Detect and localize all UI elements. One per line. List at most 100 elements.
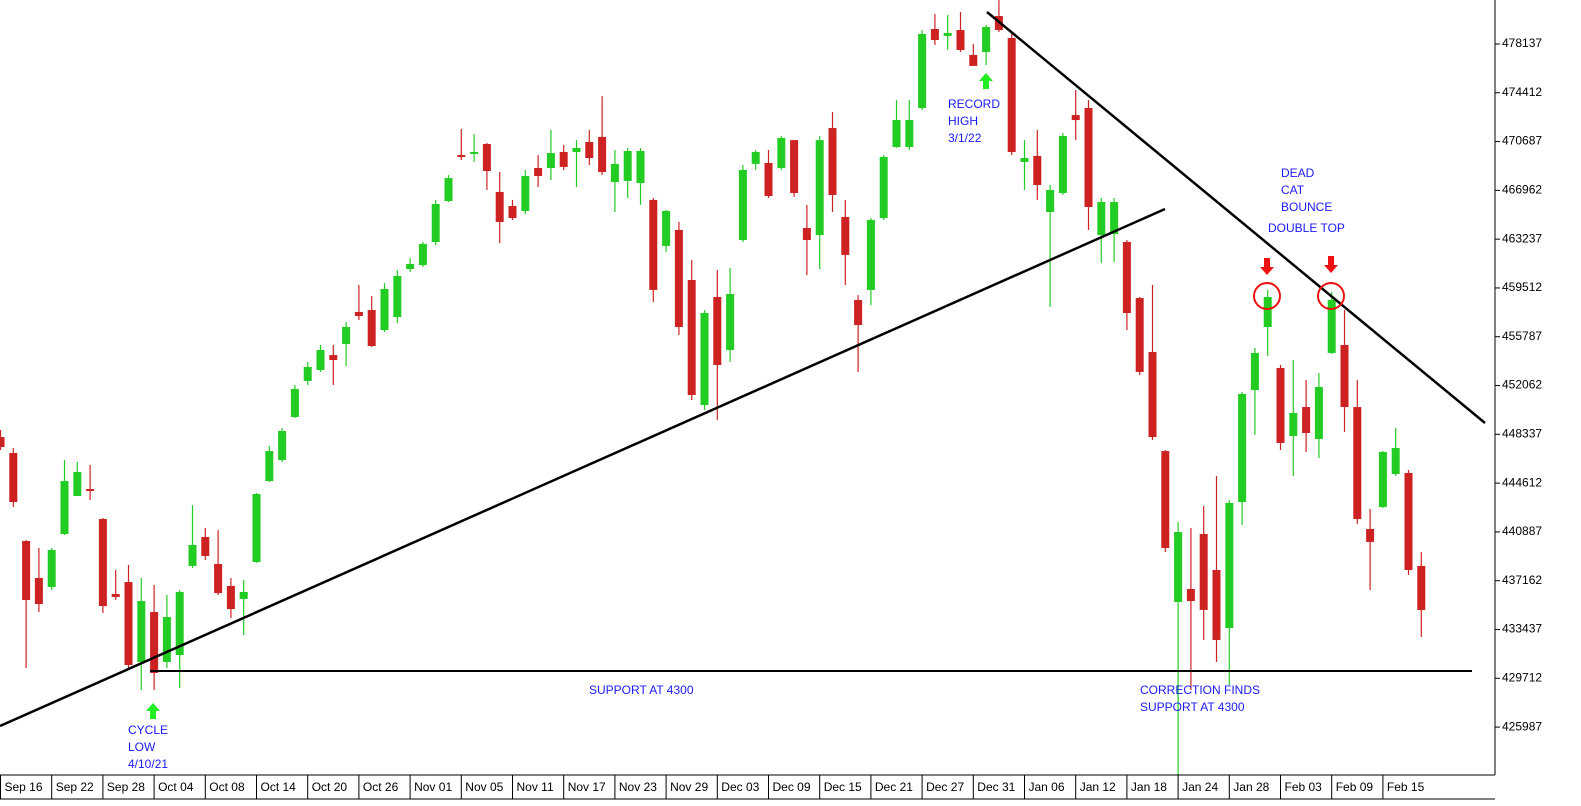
- candle-body: [380, 289, 389, 331]
- candle-body: [790, 140, 799, 194]
- candle-body: [1097, 202, 1106, 236]
- arrow-up: [979, 73, 993, 89]
- annotation: 3/1/22: [948, 131, 982, 145]
- annotation: SUPPORT AT 4300: [1140, 700, 1245, 714]
- annotation: CAT: [1281, 183, 1305, 197]
- candle-body: [700, 312, 709, 405]
- candle-body: [1046, 189, 1055, 212]
- y-tick-label: 448337: [1502, 427, 1542, 441]
- y-tick-label: 440887: [1502, 524, 1542, 538]
- candle-body: [764, 163, 773, 197]
- y-tick-label: 466962: [1502, 183, 1542, 197]
- annotation: HIGH: [948, 114, 978, 128]
- candle-body: [1302, 407, 1311, 433]
- candle-body: [342, 327, 351, 345]
- candle-body: [585, 142, 594, 159]
- candle-body: [1058, 136, 1067, 194]
- candle-body: [854, 300, 863, 326]
- y-tick-label: 429712: [1502, 670, 1542, 684]
- candle-body: [674, 229, 683, 328]
- candle-body: [482, 144, 491, 171]
- candle-body: [175, 592, 184, 656]
- candle-body: [1174, 532, 1183, 602]
- candle-body: [828, 128, 837, 195]
- candle-body: [1404, 472, 1413, 570]
- candle-body: [406, 264, 415, 269]
- candle-body: [1250, 352, 1259, 391]
- x-tick-label: Feb 15: [1387, 780, 1425, 794]
- candle-body: [354, 311, 363, 317]
- y-tick-label: 433437: [1502, 622, 1542, 636]
- candle-body: [239, 592, 248, 599]
- y-tick-label: 463237: [1502, 231, 1542, 245]
- candle-body: [495, 191, 504, 222]
- candle-body: [713, 297, 722, 365]
- candle-body: [521, 175, 530, 211]
- candle-body: [444, 178, 453, 201]
- candle-body: [1007, 38, 1016, 153]
- annotation: BOUNCE: [1281, 200, 1332, 214]
- candle-body: [751, 152, 760, 164]
- candle-body: [1417, 565, 1426, 610]
- candle-body: [508, 205, 517, 219]
- x-tick-label: Dec 15: [824, 780, 862, 794]
- candle-body: [726, 293, 735, 350]
- candle-body: [201, 536, 210, 556]
- y-tick-label: 455787: [1502, 329, 1542, 343]
- y-tick-label: 459512: [1502, 280, 1542, 294]
- candle-body: [1199, 533, 1208, 610]
- candle-body: [252, 494, 261, 563]
- candle-body: [559, 152, 568, 167]
- candle-body: [1353, 407, 1362, 520]
- candle-body: [866, 219, 875, 290]
- x-tick-label: Jan 06: [1029, 780, 1065, 794]
- x-tick-label: Feb 09: [1336, 780, 1374, 794]
- x-tick-label: Dec 09: [773, 780, 811, 794]
- candle-body: [1084, 107, 1093, 208]
- x-tick-label: Oct 08: [209, 780, 245, 794]
- candle-body: [0, 437, 5, 447]
- x-tick-label: Jan 18: [1131, 780, 1167, 794]
- candle-body: [687, 279, 696, 395]
- candle-body: [1378, 451, 1387, 507]
- y-tick-label: 470687: [1502, 134, 1542, 148]
- x-tick-label: Nov 17: [568, 780, 606, 794]
- candle-body: [214, 563, 223, 594]
- candle-body: [98, 519, 107, 607]
- candle-body: [86, 489, 95, 492]
- candle-body: [956, 30, 965, 50]
- candle-body: [1135, 298, 1144, 372]
- x-tick-label: Oct 14: [261, 780, 297, 794]
- x-tick-label: Oct 26: [363, 780, 399, 794]
- x-tick-label: Nov 23: [619, 780, 657, 794]
- annotation: DEAD: [1281, 166, 1315, 180]
- candle-body: [1289, 412, 1298, 436]
- arrow-down: [1260, 258, 1274, 275]
- candle-body: [662, 210, 671, 246]
- y-tick-label: 444612: [1502, 475, 1542, 489]
- candle-body: [1314, 387, 1323, 440]
- y-tick-label: 452062: [1502, 378, 1542, 392]
- y-tick-label: 437162: [1502, 573, 1542, 587]
- candle-body: [1391, 448, 1400, 474]
- candle-body: [610, 163, 619, 183]
- candle-body: [431, 204, 440, 242]
- arrow-up: [146, 703, 160, 719]
- x-tick-label: Nov 01: [414, 780, 452, 794]
- candle-body: [1161, 451, 1170, 548]
- candle-body: [226, 585, 235, 610]
- candle-body: [918, 33, 927, 108]
- x-tick-label: Nov 11: [517, 780, 554, 794]
- candle-body: [572, 147, 581, 153]
- x-tick-label: Jan 12: [1080, 780, 1116, 794]
- candle-body: [367, 309, 376, 347]
- candle-body: [777, 137, 786, 168]
- candle-body: [738, 169, 747, 241]
- candle-body: [1071, 115, 1080, 121]
- candle-body: [649, 199, 658, 290]
- candle-body: [1033, 155, 1042, 186]
- x-tick-label: Oct 20: [312, 780, 348, 794]
- candle-body: [879, 156, 888, 219]
- annotation: CYCLE: [128, 723, 168, 737]
- candle-body: [1110, 202, 1119, 235]
